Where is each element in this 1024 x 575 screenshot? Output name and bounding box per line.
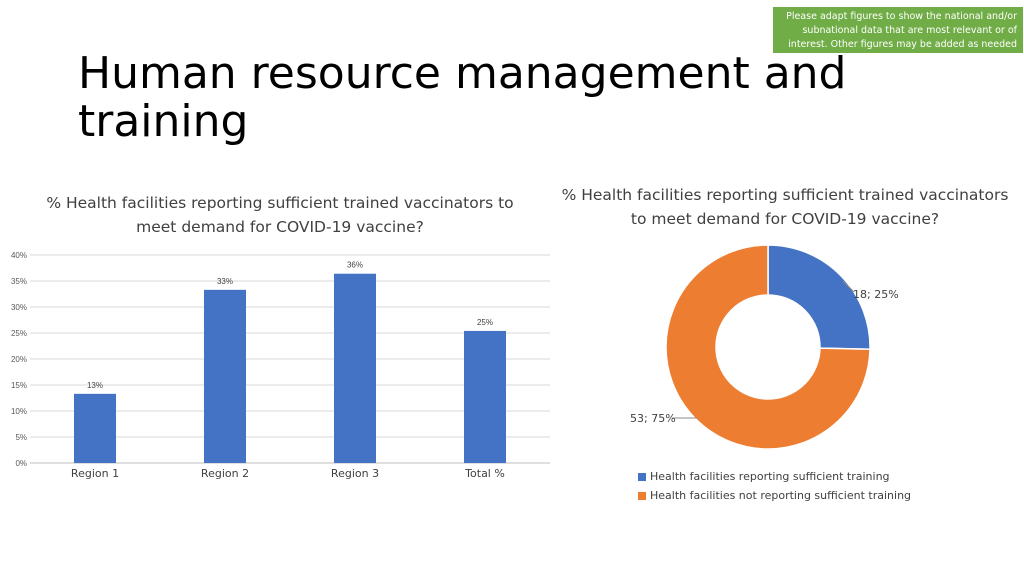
bar-data-label: 33% <box>217 277 233 286</box>
bar <box>464 330 506 463</box>
y-tick-label: 15% <box>11 381 27 390</box>
donut-data-label: 53; 75% <box>630 412 676 425</box>
donut-chart-title: % Health facilities reporting sufficient… <box>561 186 1009 228</box>
x-tick-label: Region 1 <box>71 467 119 480</box>
leader-line <box>842 280 855 293</box>
bar-data-label: 25% <box>477 318 493 327</box>
legend-swatch-blue <box>638 472 646 481</box>
donut-slice <box>665 244 871 450</box>
y-tick-label: 35% <box>11 277 27 286</box>
legend-item-not-sufficient: Health facilities not reporting sufficie… <box>638 486 911 505</box>
bar-chart-title: % Health facilities reporting sufficient… <box>46 194 514 236</box>
y-tick-label: 40% <box>11 251 27 260</box>
donut-data-label: 18; 25% <box>853 288 899 301</box>
adapt-figures-note: Please adapt figures to show the nationa… <box>773 7 1023 53</box>
x-tick-label: Region 2 <box>201 467 249 480</box>
bar <box>204 289 246 463</box>
bar <box>334 273 376 463</box>
y-tick-label: 5% <box>15 433 27 442</box>
x-tick-label: Total % <box>464 467 505 480</box>
x-tick-label: Region 3 <box>331 467 379 480</box>
legend-label: Health facilities not reporting sufficie… <box>650 489 912 502</box>
y-tick-label: 10% <box>11 407 27 416</box>
y-tick-label: 0% <box>15 459 27 468</box>
donut-legend: Health facilities reporting sufficient t… <box>638 467 911 505</box>
slide-title: Human resource management and training <box>78 48 847 147</box>
bar-data-label: 36% <box>347 261 363 270</box>
y-tick-label: 25% <box>11 329 27 338</box>
legend-swatch-orange <box>638 491 646 500</box>
y-tick-label: 30% <box>11 303 27 312</box>
y-tick-label: 20% <box>11 355 27 364</box>
legend-label: Health facilities reporting sufficient t… <box>650 470 890 483</box>
legend-item-sufficient: Health facilities reporting sufficient t… <box>638 467 911 486</box>
donut-slice <box>767 244 871 351</box>
bar-data-label: 13% <box>87 381 103 390</box>
bar <box>74 393 116 463</box>
